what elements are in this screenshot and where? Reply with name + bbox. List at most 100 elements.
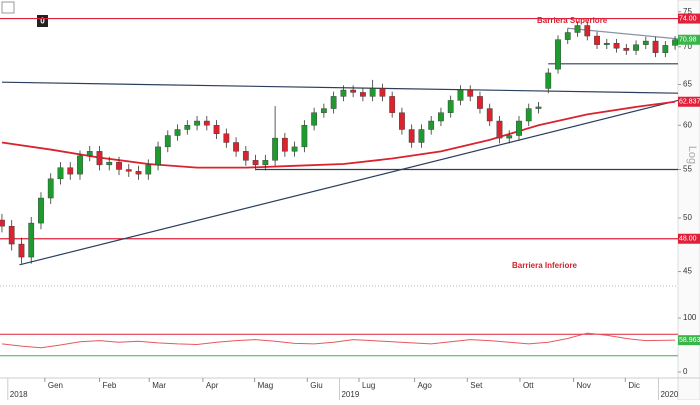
year-tick-label: 2019 — [341, 390, 359, 399]
scale-label: Log — [686, 146, 698, 164]
candle-body — [145, 164, 152, 175]
y-tick-label: 45 — [683, 267, 692, 276]
candle-body — [311, 112, 318, 126]
candle-body — [28, 222, 35, 258]
candle-body — [223, 133, 230, 143]
x-tick-label: Nov — [577, 381, 591, 390]
candle-body — [652, 40, 659, 53]
candle-body — [408, 129, 415, 143]
toolbar-label: 0 — [40, 17, 45, 26]
x-tick-label: Gen — [48, 381, 63, 390]
candle-body — [438, 112, 444, 122]
candle-body — [584, 25, 591, 37]
candle-body — [457, 89, 464, 101]
candle-body — [603, 43, 610, 45]
x-tick-label: Lug — [362, 381, 375, 390]
candle-body — [164, 135, 171, 148]
candle-body — [47, 178, 54, 199]
candle-body — [340, 89, 347, 97]
candle-body — [184, 125, 191, 130]
candle-body — [213, 125, 220, 134]
trend-line — [19, 99, 679, 266]
candle-body — [301, 125, 308, 148]
candle-body — [594, 35, 600, 45]
x-tick-label: Set — [470, 381, 483, 390]
candle-body — [467, 89, 474, 97]
candle-body — [360, 92, 366, 97]
candle-body — [155, 146, 161, 166]
price-badge — [678, 34, 700, 45]
price-badge-label: 48.00 — [679, 236, 697, 243]
toolbar-button[interactable] — [1, 1, 15, 14]
y-tick-label: 55 — [683, 165, 692, 174]
candle-body — [67, 167, 74, 175]
candle-body — [535, 106, 542, 109]
candle-body — [203, 120, 210, 126]
y-tick-label: 50 — [683, 213, 692, 222]
candle-body — [477, 96, 483, 109]
y-tick-label: 75 — [683, 7, 692, 16]
candle-body — [418, 129, 425, 143]
candle-body — [516, 120, 522, 136]
candle-body — [369, 88, 376, 97]
candle-body — [96, 151, 103, 166]
candle-body — [135, 171, 142, 175]
candle-body — [555, 39, 561, 70]
candle-body — [125, 169, 132, 172]
rsi-line — [1, 332, 676, 349]
trend-line — [1, 81, 679, 94]
x-tick-label: Mag — [258, 381, 274, 390]
x-tick-label: Dic — [628, 381, 640, 390]
candle-body — [57, 167, 64, 180]
annotation: Barriera Superiore — [537, 16, 608, 25]
candle-body — [633, 44, 639, 51]
candle-body — [379, 88, 386, 97]
x-tick-label: Mar — [152, 381, 166, 390]
candle-body — [272, 137, 278, 161]
annotation: Barriera Inferiore — [512, 261, 577, 270]
candle-body — [662, 45, 669, 53]
candle-body — [86, 151, 93, 157]
candle-body — [8, 225, 15, 245]
x-tick-label: Apr — [206, 381, 219, 390]
candle-body — [506, 135, 513, 139]
price-badge-label: 62.8372 — [679, 99, 700, 106]
rsi-badge — [678, 335, 700, 346]
candle-body — [486, 108, 493, 122]
candle-body — [525, 108, 532, 122]
candle-body — [428, 120, 435, 130]
candle-body — [350, 89, 357, 93]
candle-body — [116, 161, 122, 170]
candle-body — [281, 137, 288, 152]
candle-body — [574, 25, 581, 33]
candle-body — [38, 197, 44, 224]
year-tick-label: 2018 — [10, 390, 28, 399]
candle-body — [399, 112, 405, 130]
x-tick-label: Giu — [310, 381, 322, 390]
rsi-badge-label: 58.9636 — [679, 337, 700, 344]
y-tick-label: 60 — [683, 120, 692, 129]
x-tick-label: Ago — [418, 381, 433, 390]
toolbar-badge[interactable] — [37, 15, 48, 27]
candle-body — [106, 161, 113, 166]
candle-body — [642, 40, 649, 45]
candle-body — [252, 160, 259, 166]
candle-body — [564, 32, 571, 40]
candle-body — [320, 108, 327, 113]
candle-body — [623, 48, 630, 51]
rsi-tick-label: 0 — [683, 367, 688, 376]
y-tick-label: 65 — [683, 80, 692, 89]
candle-body — [496, 120, 503, 139]
candle-body — [77, 155, 83, 175]
candle-body — [18, 243, 25, 258]
rsi-tick-label: 100 — [683, 313, 697, 322]
candle-body — [330, 96, 337, 109]
candle-body — [0, 219, 5, 227]
price-badge-label: 70.98 — [679, 37, 697, 44]
price-badge-label: 74.00 — [679, 15, 697, 22]
candle-body — [672, 39, 678, 46]
candle-body — [233, 142, 239, 152]
candle-body — [545, 72, 552, 89]
